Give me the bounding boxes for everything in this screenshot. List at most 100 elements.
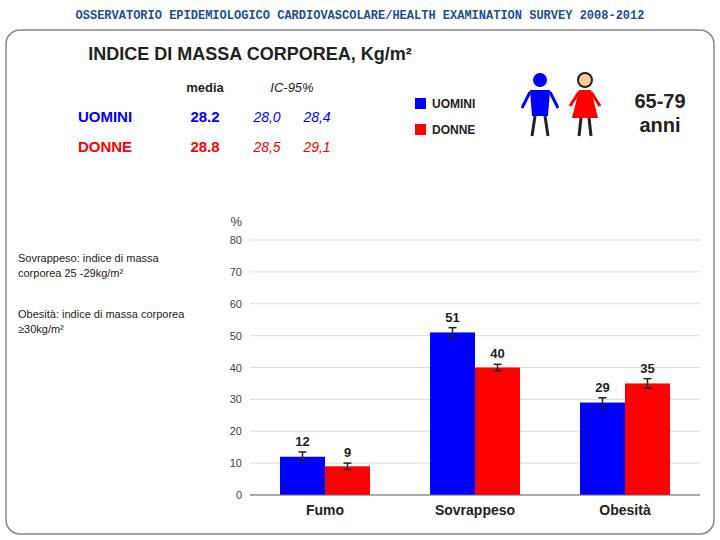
table-header: media — [186, 80, 224, 95]
table-cell: 29,1 — [302, 139, 330, 155]
tick-label: 60 — [230, 298, 242, 310]
error-stem — [452, 328, 454, 338]
text-line: ≥30kg/m² — [18, 323, 64, 335]
error-cap — [344, 469, 352, 471]
data-label: 12 — [295, 434, 309, 449]
error-bar — [599, 398, 607, 408]
legend-entry: UOMINI — [432, 97, 475, 111]
text-line: corporea 25 -29kg/m² — [18, 267, 123, 279]
x-tick-label: Obesità — [599, 502, 651, 518]
figure-head — [533, 73, 547, 87]
grid-line — [250, 271, 700, 272]
data-label: 40 — [490, 346, 504, 361]
figure-body — [530, 90, 550, 116]
tick-label: 80 — [230, 234, 242, 246]
data-label: 9 — [344, 445, 351, 460]
error-bar — [299, 452, 307, 462]
error-cap — [344, 462, 352, 464]
text-line: Obesità: indice di massa corporea — [18, 308, 185, 320]
legend: UOMINI DONNE — [415, 97, 475, 137]
figure-leg — [545, 116, 548, 136]
figure-hair — [577, 72, 593, 88]
tick-label: 10 — [230, 457, 242, 469]
bar — [280, 457, 325, 495]
error-cap — [644, 378, 652, 380]
error-cap — [644, 387, 652, 389]
data-label: 35 — [640, 361, 654, 376]
error-stem — [602, 398, 604, 408]
error-bar — [449, 328, 457, 338]
x-tick-label: Fumo — [306, 502, 344, 518]
grid-line — [250, 495, 700, 496]
text-line: 65-79 — [634, 90, 685, 112]
table-cell: 28,4 — [302, 109, 330, 125]
text-line: anni — [639, 114, 680, 136]
tick-label: 20 — [230, 425, 242, 437]
figure-leg — [579, 118, 581, 136]
bars — [280, 328, 670, 495]
bar — [475, 368, 520, 496]
data-labels: 12 51 29 9 40 35 — [295, 310, 654, 460]
page: {"chart_data": { "type": "bar", "title":… — [0, 0, 720, 540]
error-stem — [647, 379, 649, 389]
figure-arm — [570, 92, 579, 106]
error-bar — [494, 364, 502, 370]
tick-label: 40 — [230, 362, 242, 374]
age-label: 65-79anni — [634, 90, 685, 136]
grid-line — [250, 303, 700, 304]
x-tick-label: Sovrappeso — [435, 502, 515, 518]
man-figure — [522, 73, 558, 136]
error-cap — [494, 364, 502, 366]
table-cell: 28,0 — [252, 109, 280, 125]
tick-label: 30 — [230, 393, 242, 405]
note: Obesità: indice di massa corporea ≥30kg/m… — [18, 308, 185, 335]
error-cap — [599, 407, 607, 409]
bar — [430, 332, 475, 495]
x-axis-line — [250, 495, 700, 496]
data-label: 51 — [445, 310, 459, 325]
tick-label: 0 — [236, 489, 242, 501]
woman-figure — [570, 72, 600, 136]
table: media IC-95% UOMINI 28.2 28,0 28,4 DONNE 28.8 28… — [78, 80, 331, 155]
error-stem — [347, 463, 349, 469]
figure-head — [579, 74, 591, 86]
error-stem — [497, 364, 499, 370]
error-cap — [494, 370, 502, 372]
y-axis: 0 10 20 30 40 50 60 70 80 — [230, 234, 700, 501]
error-bar — [344, 463, 352, 469]
legend-swatch — [415, 98, 426, 109]
error-bar — [644, 379, 652, 389]
chart: OSSERVATORIO EPIDEMIOLOGICO CARDIOVASCOL… — [0, 0, 720, 540]
error-cap — [299, 461, 307, 463]
data-label: 29 — [595, 380, 609, 395]
error-cap — [299, 451, 307, 453]
tick-label: 50 — [230, 330, 242, 342]
figure-arm — [591, 92, 600, 106]
error-cap — [449, 327, 457, 329]
grid-line — [250, 240, 700, 241]
table-cell: 28.2 — [190, 108, 219, 125]
table-cell: 28,5 — [252, 139, 280, 155]
tick-label: 70 — [230, 266, 242, 278]
table-header: IC-95% — [270, 80, 313, 95]
error-cap — [599, 397, 607, 399]
legend-entry: DONNE — [432, 123, 475, 137]
note: Sovrappeso: indice di massa corporea 25 -… — [18, 252, 160, 279]
text-line: Sovrappeso: indice di massa — [18, 252, 160, 264]
title: OSSERVATORIO EPIDEMIOLOGICO CARDIOVASCOL… — [76, 9, 645, 23]
legend-swatch — [415, 124, 426, 135]
figure-arm — [522, 92, 530, 108]
figure-leg — [589, 118, 591, 136]
y-axis-label: % — [230, 214, 242, 229]
bar — [580, 403, 625, 495]
bar — [625, 383, 670, 495]
figure-leg — [532, 116, 535, 136]
x-axis: Fumo Sovrappeso Obesità — [250, 495, 700, 518]
table-cell: 28.8 — [190, 138, 219, 155]
table-row-label: UOMINI — [78, 108, 132, 125]
table-row-label: DONNE — [78, 138, 132, 155]
error-cap — [449, 336, 457, 338]
error-stem — [302, 452, 304, 462]
frame — [6, 30, 714, 534]
subtitle: INDICE DI MASSA CORPOREA, Kg/m² — [88, 44, 411, 64]
